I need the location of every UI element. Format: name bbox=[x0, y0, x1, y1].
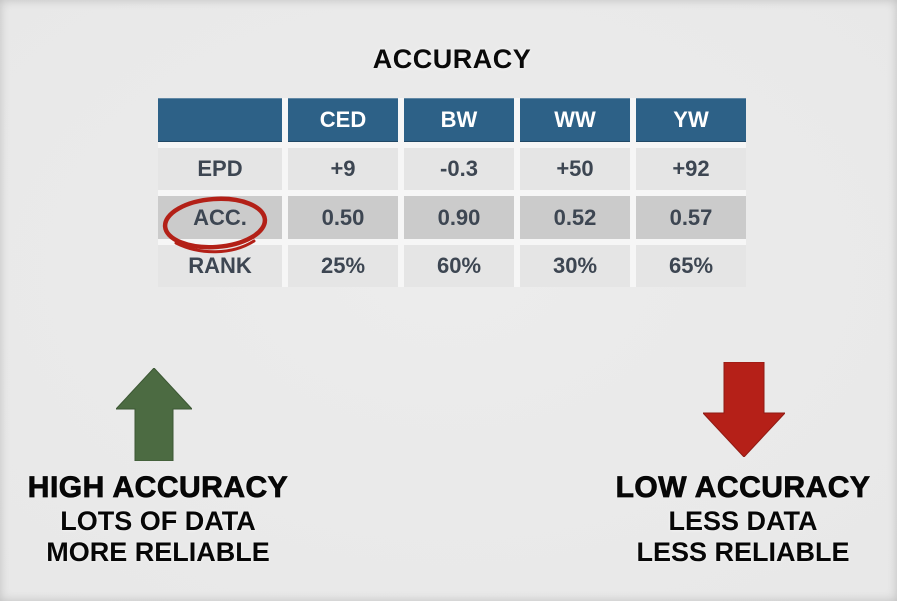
row-label-rank: RANK bbox=[158, 245, 282, 287]
high-accuracy-callout: HIGH ACCURACY LOTS OF DATA MORE RELIABLE bbox=[8, 470, 308, 568]
down-arrow-shape bbox=[703, 362, 785, 457]
data-cell: +50 bbox=[520, 148, 630, 190]
low-accuracy-callout: LOW ACCURACY LESS DATA LESS RELIABLE bbox=[593, 470, 893, 568]
data-cell: 0.50 bbox=[288, 196, 398, 239]
data-cell: 0.52 bbox=[520, 196, 630, 239]
data-cell: 0.57 bbox=[636, 196, 746, 239]
row-label-epd: EPD bbox=[158, 148, 282, 190]
callout-line: LESS RELIABLE bbox=[636, 537, 850, 567]
callout-line: MORE RELIABLE bbox=[46, 537, 270, 567]
row-label-acc: ACC. bbox=[158, 196, 282, 239]
data-cell: 65% bbox=[636, 245, 746, 287]
data-cell: 0.90 bbox=[404, 196, 514, 239]
data-cell: 25% bbox=[288, 245, 398, 287]
callout-line: LOTS OF DATA bbox=[60, 506, 256, 536]
page-title: ACCURACY bbox=[372, 44, 532, 74]
callout-line: HIGH ACCURACY bbox=[27, 471, 289, 505]
column-header-blank bbox=[158, 98, 282, 142]
data-cell: +92 bbox=[636, 148, 746, 190]
up-arrow-shape bbox=[116, 368, 192, 461]
data-cell: 60% bbox=[404, 245, 514, 287]
epd-accuracy-table: CED BW WW YW EPD +9 -0.3 +50 +92 ACC. 0.… bbox=[158, 98, 746, 287]
data-cell: +9 bbox=[288, 148, 398, 190]
data-cell: 30% bbox=[520, 245, 630, 287]
column-header-yw: YW bbox=[636, 98, 746, 142]
callout-line: LESS DATA bbox=[668, 506, 818, 536]
down-arrow-icon bbox=[703, 362, 785, 457]
up-arrow-icon bbox=[116, 368, 192, 461]
callout-line: LOW ACCURACY bbox=[615, 471, 871, 505]
data-cell: -0.3 bbox=[404, 148, 514, 190]
column-header-bw: BW bbox=[404, 98, 514, 142]
column-header-ced: CED bbox=[288, 98, 398, 142]
column-header-ww: WW bbox=[520, 98, 630, 142]
